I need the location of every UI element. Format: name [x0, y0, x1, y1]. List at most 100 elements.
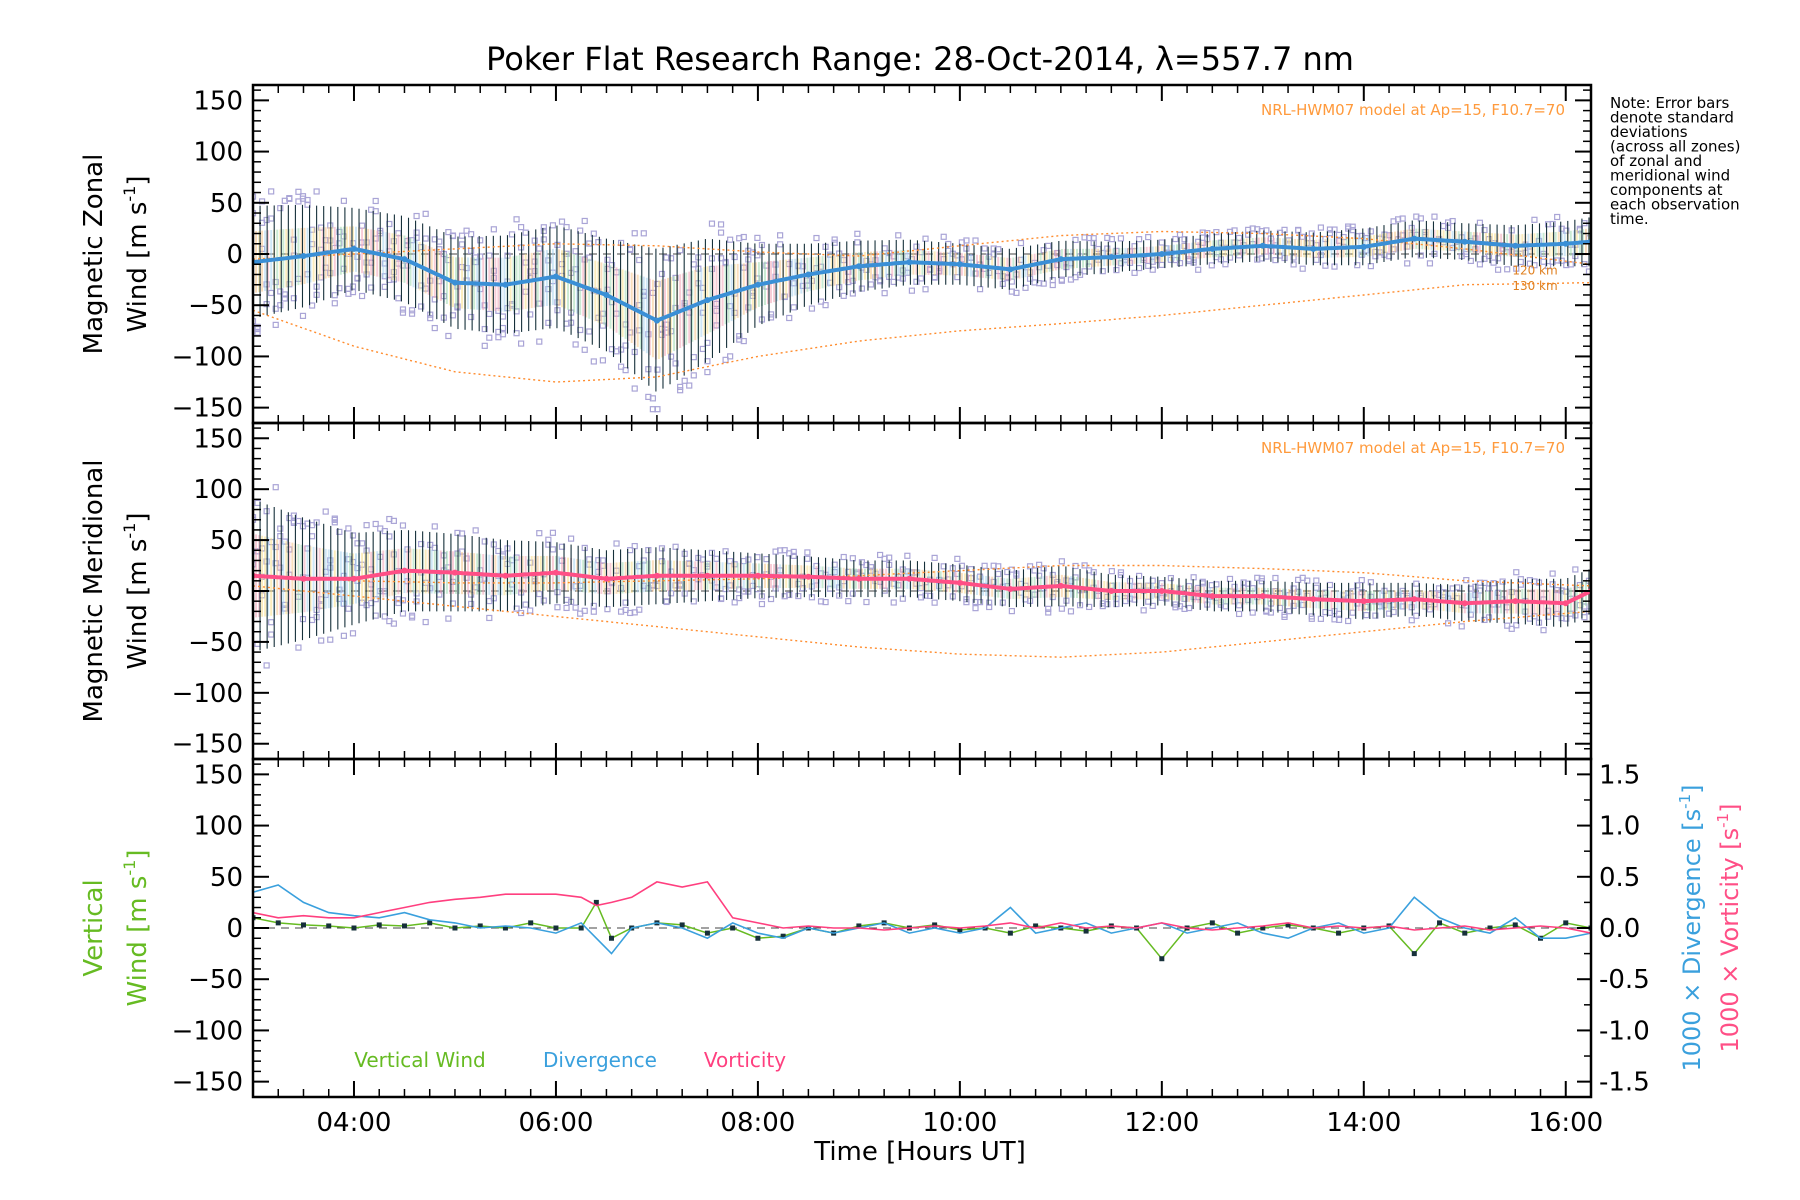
vertical-wind-point — [1437, 920, 1443, 926]
observation-point — [558, 218, 566, 225]
zonal-mean-point — [1310, 245, 1317, 252]
observation-point — [554, 604, 561, 611]
observation-point — [277, 533, 284, 540]
observation-point — [1235, 610, 1243, 618]
y-tick-label: 0 — [226, 577, 243, 607]
observation-point — [786, 314, 793, 322]
right-y-tick-label: 1.0 — [1599, 812, 1640, 842]
observation-point — [654, 406, 661, 413]
right-y-tick-label: -0.5 — [1599, 965, 1650, 995]
observation-point — [963, 237, 970, 244]
right-y-tick-label: 1.5 — [1599, 760, 1640, 790]
meridional-mean-point — [300, 575, 307, 582]
hwm07-model-curves — [253, 564, 1591, 658]
observation-point — [1317, 615, 1324, 622]
observation-point — [253, 193, 257, 200]
observation-point — [1081, 562, 1088, 569]
observation-point — [777, 241, 784, 248]
observation-point — [672, 543, 679, 550]
observation-point — [581, 607, 588, 614]
observation-point — [1563, 227, 1570, 234]
observation-point — [908, 287, 916, 294]
observation-point — [1108, 568, 1115, 575]
observation-point — [513, 330, 520, 337]
observation-point — [1167, 574, 1175, 582]
observation-point — [1235, 602, 1243, 609]
observation-point — [1045, 609, 1052, 616]
meridional-mean-point — [603, 575, 610, 582]
observation-point — [549, 222, 557, 229]
observation-point — [581, 346, 588, 353]
observation-point — [1549, 570, 1556, 577]
observation-point — [1513, 622, 1520, 629]
observation-point — [1136, 572, 1143, 580]
observation-point — [295, 644, 302, 651]
observation-point — [1367, 263, 1374, 270]
observation-point — [1036, 572, 1043, 579]
observation-point — [922, 286, 929, 293]
observation-point — [1226, 254, 1234, 261]
zonal-mean-point — [1512, 242, 1519, 249]
model-label: NRL-HWM07 model at Ap=15, F10.7=70 — [1261, 439, 1565, 457]
observation-point — [677, 383, 684, 390]
observation-point — [518, 224, 525, 231]
meridional-mean-point — [502, 572, 509, 579]
vertical-wind-point — [351, 925, 357, 931]
vertical-wind-point — [326, 923, 332, 929]
observation-point — [336, 285, 343, 292]
vertical-wind-point — [730, 925, 736, 931]
vertical-wind-point — [780, 933, 786, 939]
observation-point — [904, 552, 911, 559]
vertical-wind-point — [608, 935, 614, 941]
zonal-mean-point — [603, 291, 610, 298]
observation-point — [1222, 261, 1229, 268]
observation-point — [590, 602, 597, 610]
observation-point — [490, 226, 497, 233]
observation-point — [1213, 229, 1220, 236]
y-tick-label: −150 — [172, 730, 243, 760]
observation-point — [972, 237, 979, 244]
observation-point — [1458, 623, 1465, 630]
observation-point — [563, 224, 570, 231]
meridional-mean-point — [653, 572, 660, 579]
observation-point — [822, 302, 829, 309]
zonal-mean-point — [552, 273, 559, 280]
zonal-mean-point — [1158, 251, 1165, 257]
vertical-wind-point — [553, 925, 559, 931]
observation-point — [1058, 605, 1065, 612]
observation-point — [740, 233, 747, 241]
observation-point — [604, 256, 611, 263]
observation-point — [1404, 260, 1411, 267]
observation-point — [258, 198, 266, 205]
observation-point — [1399, 215, 1406, 222]
vertical-wind-point — [1462, 930, 1468, 936]
observation-point — [322, 508, 329, 515]
observation-point — [1176, 231, 1184, 238]
observation-point — [886, 554, 893, 561]
vertical-wind-point — [275, 920, 281, 926]
observation-point — [286, 195, 293, 202]
legend-vertical-wind: Vertical Wind — [354, 1048, 485, 1072]
model-curve-upper — [253, 230, 1591, 265]
observation-point — [777, 232, 784, 239]
zonal-mean-point — [1209, 245, 1216, 252]
meridional-mean-point — [1360, 598, 1367, 605]
zonal-mean-point — [350, 245, 357, 252]
observation-point — [931, 554, 938, 561]
observation-point — [799, 585, 806, 592]
note-line: of zonal and — [1610, 152, 1702, 170]
observation-point — [631, 385, 638, 392]
observation-point — [717, 255, 725, 262]
y-axis-label-line1: Magnetic Zonal — [79, 154, 109, 355]
observation-point — [540, 236, 547, 243]
zonal-mean-point — [1411, 235, 1418, 242]
observation-point — [1417, 252, 1424, 259]
observation-point — [1558, 257, 1565, 264]
observation-point — [1058, 558, 1065, 565]
vertical-wind-point — [856, 923, 862, 929]
observation-point — [463, 227, 470, 234]
observation-point — [1345, 617, 1352, 625]
observation-point — [1299, 265, 1306, 272]
zonal-mean-point — [1562, 240, 1569, 247]
